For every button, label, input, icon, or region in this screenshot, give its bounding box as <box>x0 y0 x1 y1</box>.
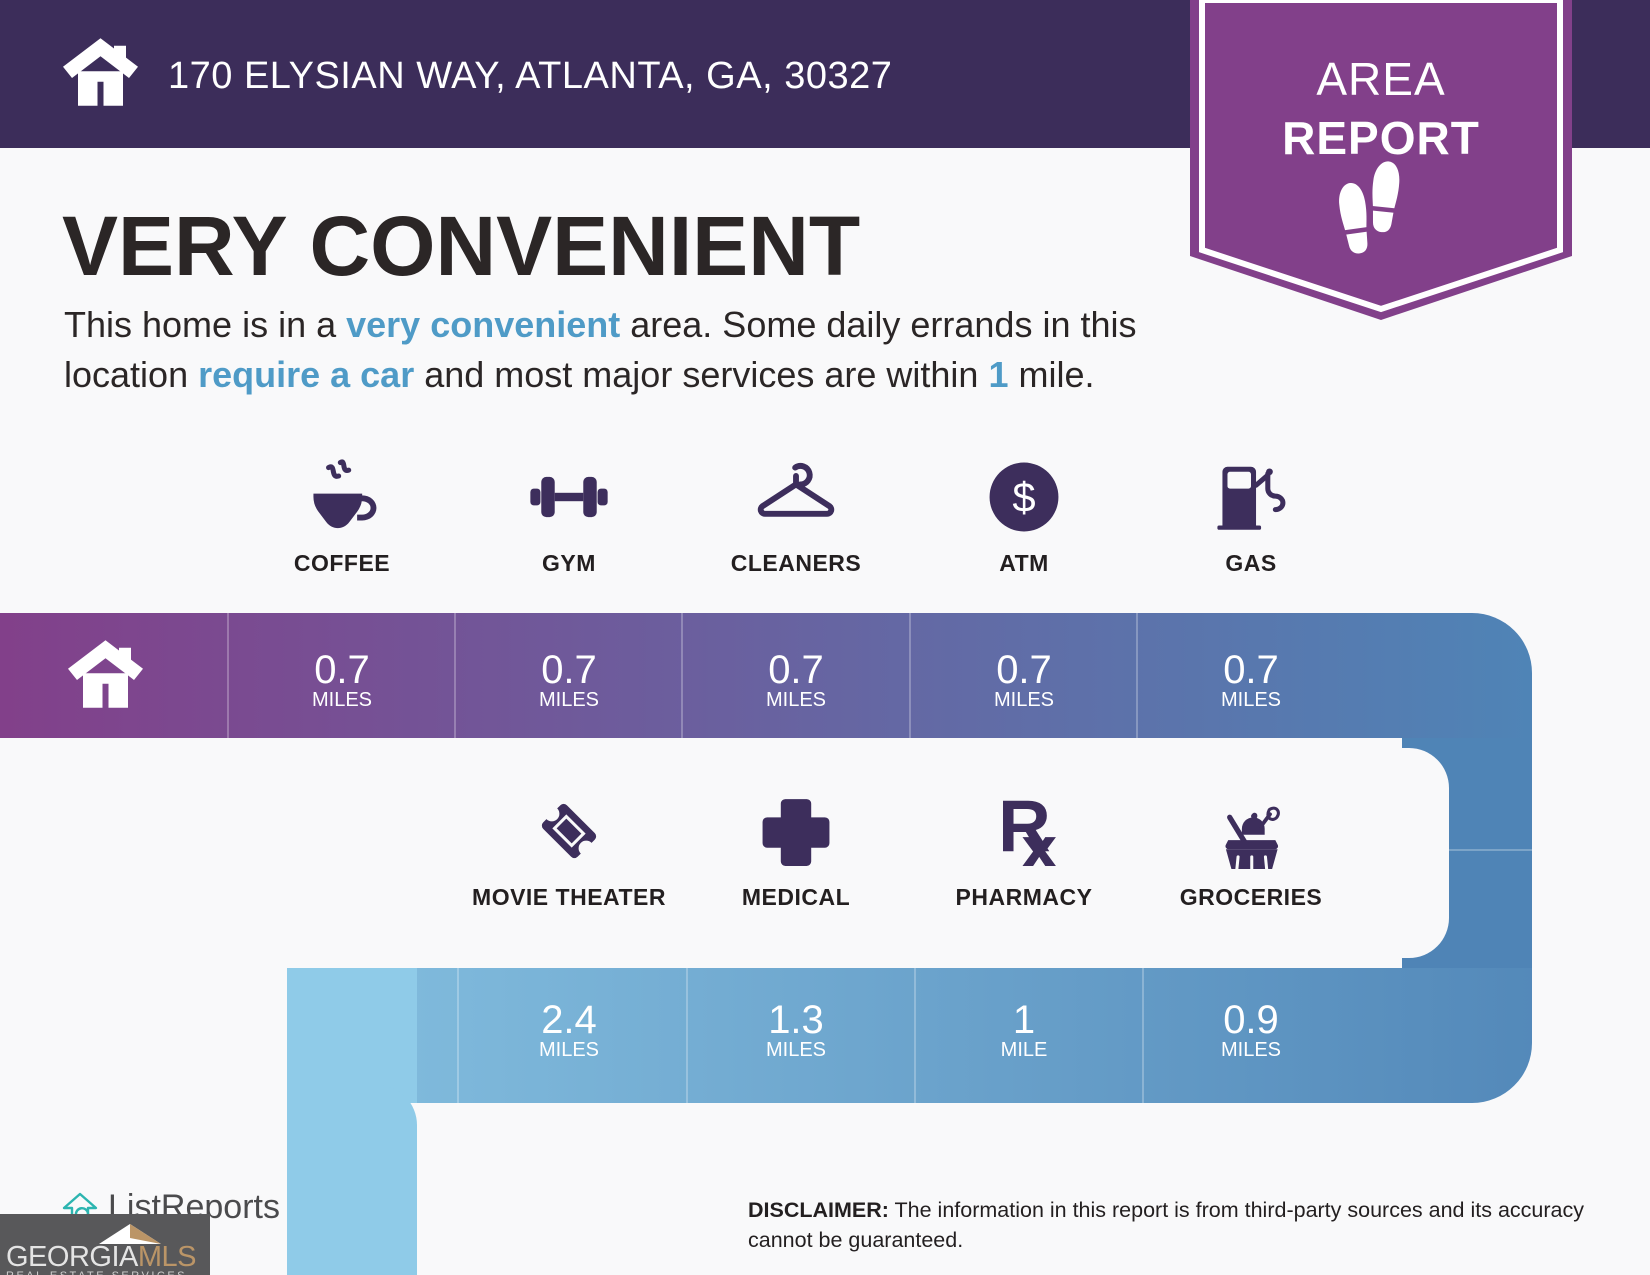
svg-text:REAL ESTATE SERVICES: REAL ESTATE SERVICES <box>6 1270 187 1275</box>
svg-text:GEORGIAMLS: GEORGIAMLS <box>6 1241 196 1273</box>
svg-text:$: $ <box>1012 473 1035 520</box>
